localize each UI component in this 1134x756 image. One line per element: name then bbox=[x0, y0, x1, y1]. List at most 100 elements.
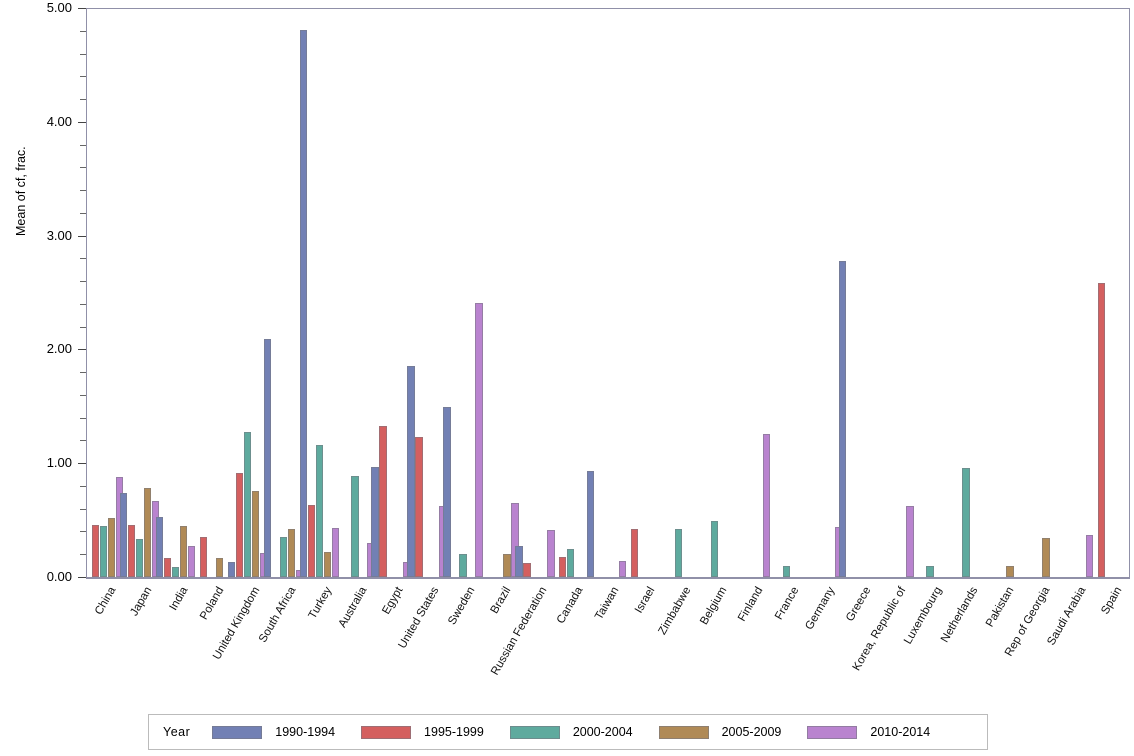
y-tick-label: 0.00 bbox=[46, 569, 72, 584]
x-tick-label-text: Egypt bbox=[380, 585, 406, 617]
bar bbox=[187, 546, 196, 577]
bar bbox=[279, 537, 287, 577]
bar bbox=[351, 475, 359, 577]
legend-item[interactable]: 2000-2004 bbox=[509, 725, 633, 739]
y-tick-minor bbox=[80, 190, 86, 192]
y-tick-minor bbox=[80, 554, 86, 556]
x-tick-label-text: India bbox=[167, 585, 191, 613]
bar bbox=[459, 554, 467, 577]
bar bbox=[906, 506, 914, 577]
y-tick-minor bbox=[80, 303, 86, 305]
legend-item[interactable]: 1990-1994 bbox=[212, 725, 335, 739]
legend-item[interactable]: 1995-1999 bbox=[361, 725, 484, 739]
bar bbox=[299, 29, 307, 577]
y-tick-label: 4.00 bbox=[46, 113, 72, 129]
bar bbox=[475, 302, 483, 577]
x-tick-label-text: Saudi Arabia bbox=[1045, 585, 1089, 648]
legend: Year 1990-1994 1995-1999 2000-2004 2005-200… bbox=[148, 714, 988, 750]
y-tick-minor bbox=[80, 440, 86, 442]
x-axis-line bbox=[86, 577, 1130, 579]
x-tick-label-text: Poland bbox=[197, 585, 227, 623]
bar bbox=[523, 563, 531, 577]
bar bbox=[503, 554, 511, 577]
legend-swatch bbox=[509, 725, 560, 739]
y-tick-major bbox=[78, 577, 86, 578]
bar bbox=[163, 557, 172, 577]
legend-swatch bbox=[361, 725, 412, 739]
bar bbox=[135, 539, 144, 577]
bar bbox=[710, 521, 719, 577]
x-tick-label-text: Belgium bbox=[698, 585, 730, 627]
y-tick-minor bbox=[80, 258, 86, 260]
legend-item[interactable]: 2010-2014 bbox=[807, 725, 930, 739]
legend-swatch bbox=[658, 725, 709, 739]
x-tick-label-text: Canada bbox=[554, 585, 586, 626]
y-axis-title-container: Mean of cf, frac. bbox=[10, 0, 30, 580]
y-tick-major bbox=[78, 349, 86, 351]
legend-item[interactable]: 2005-2009 bbox=[658, 725, 781, 739]
bar bbox=[511, 503, 519, 577]
bar bbox=[199, 537, 208, 577]
y-tick-minor bbox=[80, 485, 86, 487]
bar bbox=[331, 528, 339, 577]
bar bbox=[235, 473, 244, 577]
y-tick-minor bbox=[80, 394, 86, 396]
x-tick-label-text: Turkey bbox=[306, 585, 334, 622]
bar bbox=[315, 445, 323, 577]
bar bbox=[379, 425, 387, 577]
bar bbox=[215, 557, 224, 577]
bar bbox=[838, 260, 846, 577]
bar bbox=[171, 566, 180, 577]
bar bbox=[371, 466, 379, 577]
y-tick-minor bbox=[80, 167, 86, 169]
y-tick-minor bbox=[80, 53, 86, 55]
y-tick-major bbox=[78, 8, 86, 9]
x-tick-label-text: Finland bbox=[735, 585, 766, 624]
y-tick-minor bbox=[80, 144, 86, 146]
bar bbox=[243, 432, 252, 577]
bar bbox=[962, 467, 970, 577]
bar bbox=[515, 546, 523, 577]
bar bbox=[287, 529, 295, 577]
bar bbox=[674, 529, 683, 577]
y-tick-minor bbox=[80, 326, 86, 328]
y-tick-major bbox=[78, 121, 86, 123]
bar bbox=[782, 565, 791, 577]
bar bbox=[1042, 538, 1050, 577]
y-tick-label: 5.00 bbox=[46, 0, 72, 15]
y-axis-title: Mean of cf, frac. bbox=[14, 146, 28, 236]
bar bbox=[307, 505, 315, 577]
bar bbox=[179, 525, 188, 577]
legend-label: 1995-1999 bbox=[424, 725, 484, 739]
y-tick-minor bbox=[80, 508, 86, 510]
x-tick-label-text: Israel bbox=[632, 585, 658, 616]
bar bbox=[443, 407, 451, 577]
legend-title: Year bbox=[163, 725, 191, 739]
y-tick-minor bbox=[80, 212, 86, 214]
y-tick-major bbox=[78, 235, 86, 237]
bar bbox=[323, 551, 331, 577]
x-tick-label-text: Australia bbox=[337, 585, 370, 630]
x-tick-label-text: Germany bbox=[802, 585, 837, 632]
y-tick-label: 1.00 bbox=[46, 455, 72, 471]
bar bbox=[559, 556, 567, 577]
y-tick-minor bbox=[80, 417, 86, 419]
x-tick-label-text: Brazil bbox=[488, 585, 514, 616]
bar bbox=[227, 562, 236, 577]
x-tick-label-text: Japan bbox=[128, 585, 155, 619]
x-tick-label-text: Zimbabwe bbox=[656, 585, 694, 637]
x-axis-labels: China Japan India Poland United Kingdom South… bbox=[86, 579, 1128, 699]
y-tick-minor bbox=[80, 76, 86, 78]
bar bbox=[926, 565, 934, 577]
bar bbox=[251, 490, 260, 577]
x-tick-label-text: Sweden bbox=[446, 585, 478, 627]
bar bbox=[143, 488, 152, 577]
bar bbox=[107, 517, 116, 577]
bar bbox=[119, 492, 128, 577]
bar bbox=[99, 525, 108, 577]
legend-label: 2000-2004 bbox=[572, 725, 633, 739]
legend-items: 1990-1994 1995-1999 2000-2004 2005-2009 2010… bbox=[212, 725, 956, 739]
bar bbox=[1086, 534, 1094, 577]
x-tick-label-text: United States bbox=[396, 585, 442, 651]
